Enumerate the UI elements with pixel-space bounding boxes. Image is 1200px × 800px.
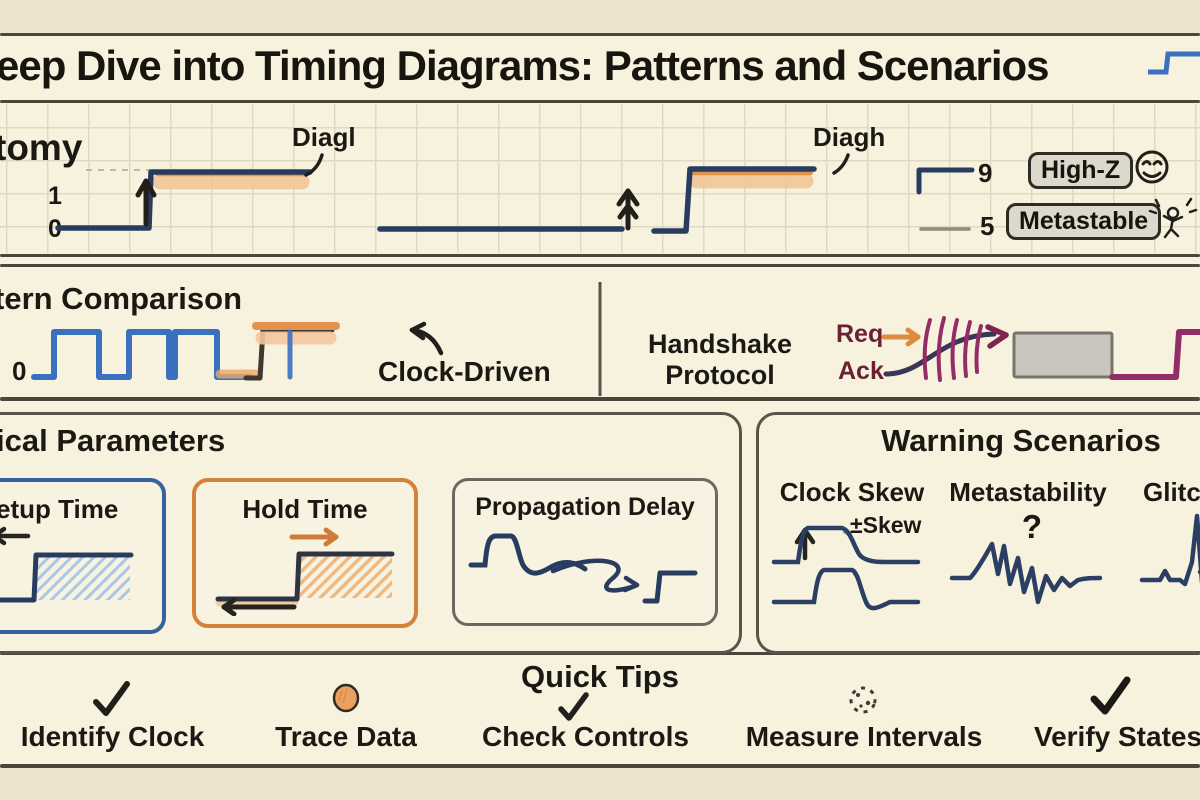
panic-figure-icon [1148,197,1198,239]
burst-strokes [922,316,983,382]
setup-time-waveform [0,526,134,603]
setup-time-card: etup Time [0,478,166,634]
quick-tips-heading: Quick Tips [521,659,679,694]
divider [0,254,1200,257]
req-label: Req [836,320,884,348]
divider [0,33,1200,36]
parameters-panel [0,412,742,654]
warnings-panel [756,412,1200,654]
check-icon [558,692,589,721]
req-arrow-icon [881,327,921,347]
glitch-label: Glitc [1143,477,1200,507]
step-waveform-icon [1148,51,1200,75]
data-valid-window [1012,331,1114,379]
tip-check-controls: Check Controls [482,721,689,752]
high-z-badge: High-Z [1028,152,1134,189]
clock-driven-label: Clock-Driven [378,356,551,387]
pattern-waveforms [31,282,1200,396]
anatomy-annotation-right: Diagh [813,122,886,152]
chevron-up-icon [616,188,640,231]
curved-arrow-icon [409,321,444,356]
parameters-heading: ical Parameters [0,423,226,458]
left-arrow-icon [0,526,31,546]
anatomy-annotation-left: Diagl [292,122,356,152]
level-0-partial-label: 0 [0,215,1,244]
clock-skew-label: Clock Skew [779,477,925,507]
propagation-delay-waveform [468,533,698,604]
tip-trace-data: Trace Data [275,721,417,752]
tip-verify-states: Verify States [1033,721,1200,752]
handshake-label: Handshake Protocol [622,329,818,391]
setup-time-label: etup Time [0,494,119,524]
ack-arrowhead-icon [985,324,1009,349]
propagation-delay-label: Propagation Delay [475,493,695,521]
metastability-label: Metastability [949,477,1107,507]
hold-time-waveform [215,527,395,616]
anatomy-waveforms [55,150,1198,239]
rise-arrow-icon [135,178,157,227]
divider [0,264,1200,267]
pattern-zero-label: 0 [12,356,27,386]
metastable-badge: Metastable [1006,203,1162,240]
metastability-question-mark: ? [1021,508,1043,545]
right-arrow-icon [289,527,339,547]
handshake-line2: Protocol [665,360,775,391]
check-icon [93,681,130,716]
hold-time-card: Hold Time [192,478,418,628]
warnings-waveforms [771,513,1200,611]
skew-note: ±Skew [850,512,922,538]
sketch-clock-icon [849,686,877,714]
left-arrow-icon [221,597,297,616]
level-low-label: 5 [980,211,995,241]
smiley-icon [1135,150,1169,184]
divider [0,764,1200,768]
divider [0,397,1200,401]
level-high-label: 9 [978,158,993,188]
divider [0,100,1200,103]
warnings-heading: Warning Scenarios [881,423,1161,458]
level-1-label: 1 [48,182,62,210]
handshake-line1: Handshake [647,329,793,359]
delay-arrow-icon [550,558,640,593]
hold-time-label: Hold Time [242,494,368,524]
page-title: eep Dive into Timing Diagrams: Patterns … [0,42,1050,89]
orange-dot-icon [332,683,360,713]
anatomy-heading: tomy [0,127,83,168]
ack-label: Ack [838,357,884,385]
tip-identify-clock: Identify Clock [20,721,205,752]
propagation-delay-card: Propagation Delay [452,478,718,626]
check-icon [1090,676,1131,715]
tip-measure-intervals: Measure Intervals [745,721,983,752]
pattern-heading: tern Comparison [0,281,243,316]
level-0-label: 0 [48,215,62,243]
